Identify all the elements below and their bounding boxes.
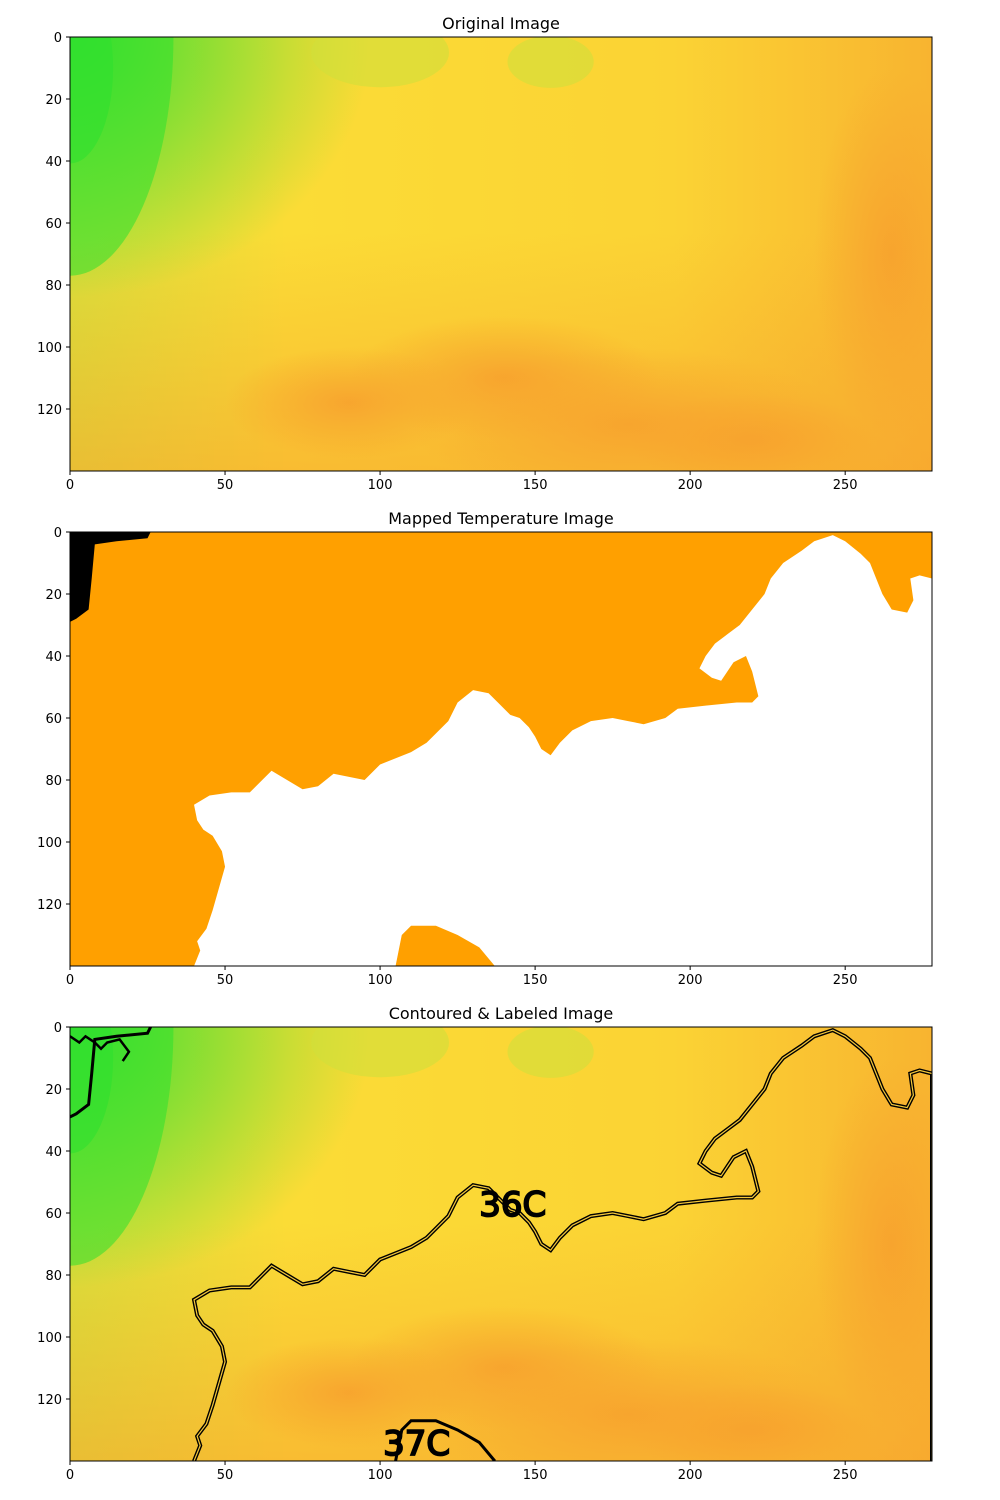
axes-frame-2: [69, 1026, 933, 1462]
contour-label: 37C: [383, 1424, 450, 1464]
y-tick-label: 100: [37, 341, 62, 356]
y-tick-label: 60: [45, 712, 62, 727]
x-tick-label: 200: [678, 478, 703, 493]
x-tick-label: 200: [678, 973, 703, 988]
x-tick-label: 100: [368, 1468, 393, 1483]
contour-line: [394, 1419, 496, 1461]
x-tick-label: 150: [523, 973, 548, 988]
panel-title-2: Contoured & Labeled Image: [389, 1004, 614, 1023]
region-orange: [395, 925, 495, 966]
x-tick-label: 100: [368, 973, 393, 988]
x-tick-label: 250: [833, 478, 858, 493]
region-black: [70, 532, 151, 622]
x-tick-label: 150: [523, 1468, 548, 1483]
x-tick-label: 50: [217, 1468, 234, 1483]
y-tick-label: 20: [45, 588, 62, 603]
y-tick-label: 80: [45, 279, 62, 294]
y-tick-label: 0: [54, 1021, 62, 1036]
x-tick-label: 0: [66, 973, 74, 988]
x-tick-label: 250: [833, 973, 858, 988]
region-white: [194, 535, 932, 966]
contour-line: [70, 1027, 152, 1119]
y-tick-label: 120: [37, 403, 62, 418]
y-tick-label: 100: [37, 836, 62, 851]
x-tick-label: 100: [368, 478, 393, 493]
x-tick-label: 250: [833, 1468, 858, 1483]
x-tick-label: 150: [523, 478, 548, 493]
contour-label: 36C: [479, 1185, 546, 1225]
y-tick-label: 40: [45, 650, 62, 665]
y-tick-label: 60: [45, 217, 62, 232]
axes-frame-0: [69, 36, 933, 472]
x-tick-label: 50: [217, 478, 234, 493]
y-tick-label: 40: [45, 155, 62, 170]
panel-title-1: Mapped Temperature Image: [388, 509, 614, 528]
axes-frame-1: [69, 531, 933, 967]
y-tick-label: 120: [37, 898, 62, 913]
y-tick-label: 20: [45, 1083, 62, 1098]
panel-2: 36C 37C: [70, 1027, 932, 1464]
y-tick-label: 80: [45, 774, 62, 789]
contour-inner: [193, 1029, 932, 1461]
x-tick-label: 200: [678, 1468, 703, 1483]
x-tick-label: 50: [217, 973, 234, 988]
panel-1: [70, 532, 932, 966]
panel-0: [70, 37, 932, 471]
x-tick-label: 0: [66, 478, 74, 493]
contour-line: [70, 1034, 131, 1062]
y-tick-label: 0: [54, 526, 62, 541]
y-tick-label: 40: [45, 1145, 62, 1160]
x-tick-label: 0: [66, 1468, 74, 1483]
y-tick-label: 20: [45, 93, 62, 108]
panel-title-0: Original Image: [442, 14, 560, 33]
y-tick-label: 60: [45, 1207, 62, 1222]
y-tick-label: 0: [54, 31, 62, 46]
y-tick-label: 100: [37, 1331, 62, 1346]
y-tick-label: 120: [37, 1393, 62, 1408]
y-tick-label: 80: [45, 1269, 62, 1284]
